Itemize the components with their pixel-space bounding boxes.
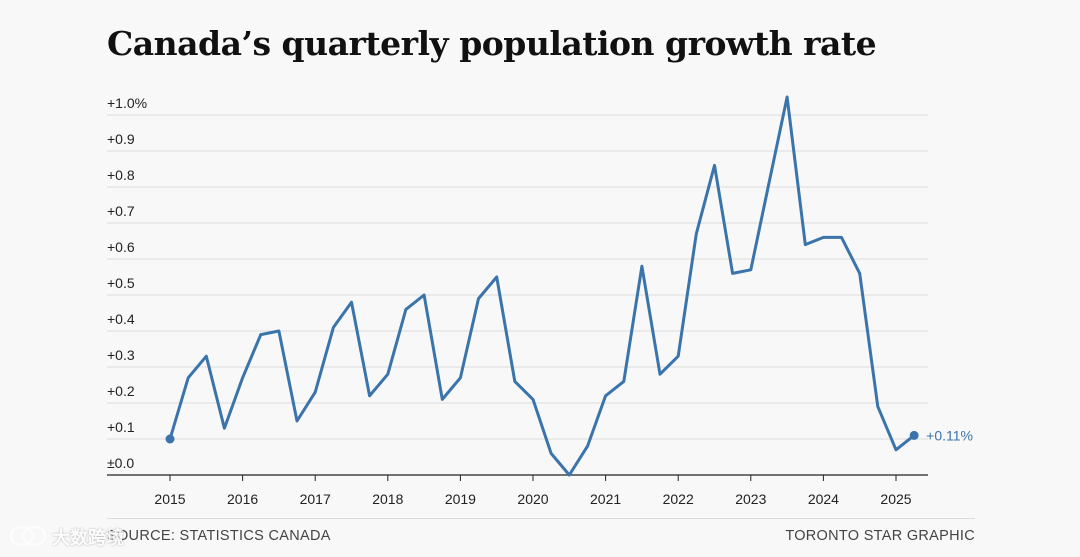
series-layer: +0.11%: [165, 95, 973, 477]
x-axis: 2015 2016 2017 2018 2019 2020 2021 2022 2023 2024…: [107, 474, 928, 507]
x-tick-label: 2015: [154, 491, 185, 507]
source-note: SOURCE: STATISTICS CANADA: [107, 528, 331, 544]
y-tick-label: +0.5: [107, 275, 135, 291]
y-tick-label: +0.6: [107, 239, 135, 255]
x-tick-label: 2025: [880, 491, 911, 507]
end-value-label: +0.11%: [926, 427, 973, 443]
x-tick-label: 2016: [227, 491, 258, 507]
x-tick-label: 2018: [372, 491, 403, 507]
x-tick-label: 2020: [517, 491, 548, 507]
y-tick-label: +0.1: [107, 419, 135, 435]
x-tick-label: 2023: [735, 491, 766, 507]
watermark-text: 大数跨境: [52, 528, 124, 549]
y-tick-label: +1.0%: [107, 95, 147, 111]
x-tick-label: 2024: [808, 491, 839, 507]
y-tick-label: ±0.0: [107, 455, 134, 471]
series-line: [168, 95, 916, 477]
start-point-marker: [165, 434, 175, 444]
x-tick-label: 2021: [590, 491, 621, 507]
watermark: 大数跨境: [8, 522, 124, 552]
y-tick-label: +0.9: [107, 131, 135, 147]
y-tick-label: +0.3: [107, 347, 135, 363]
x-tick-label: 2019: [445, 491, 476, 507]
y-tick-label: +0.7: [107, 203, 135, 219]
chart-title: Canada’s quarterly population growth rat…: [107, 24, 877, 63]
x-tick-label: 2017: [300, 491, 331, 507]
grid-lines: [107, 114, 928, 440]
graphic-credit: TORONTO STAR GRAPHIC: [785, 528, 975, 544]
chat-bubble-logo-icon: [9, 525, 47, 547]
y-tick-label: +0.8: [107, 167, 135, 183]
y-tick-label: +0.4: [107, 311, 135, 327]
end-point-marker: [909, 430, 919, 440]
y-tick-label: +0.2: [107, 383, 135, 399]
footer-divider: [107, 518, 975, 519]
x-tick-label: 2022: [663, 491, 694, 507]
y-axis-ticks: ±0.0 +0.1 +0.2 +0.3 +0.4 +0.5 +0.6 +0.7 +0.8 +0.9…: [107, 95, 147, 471]
